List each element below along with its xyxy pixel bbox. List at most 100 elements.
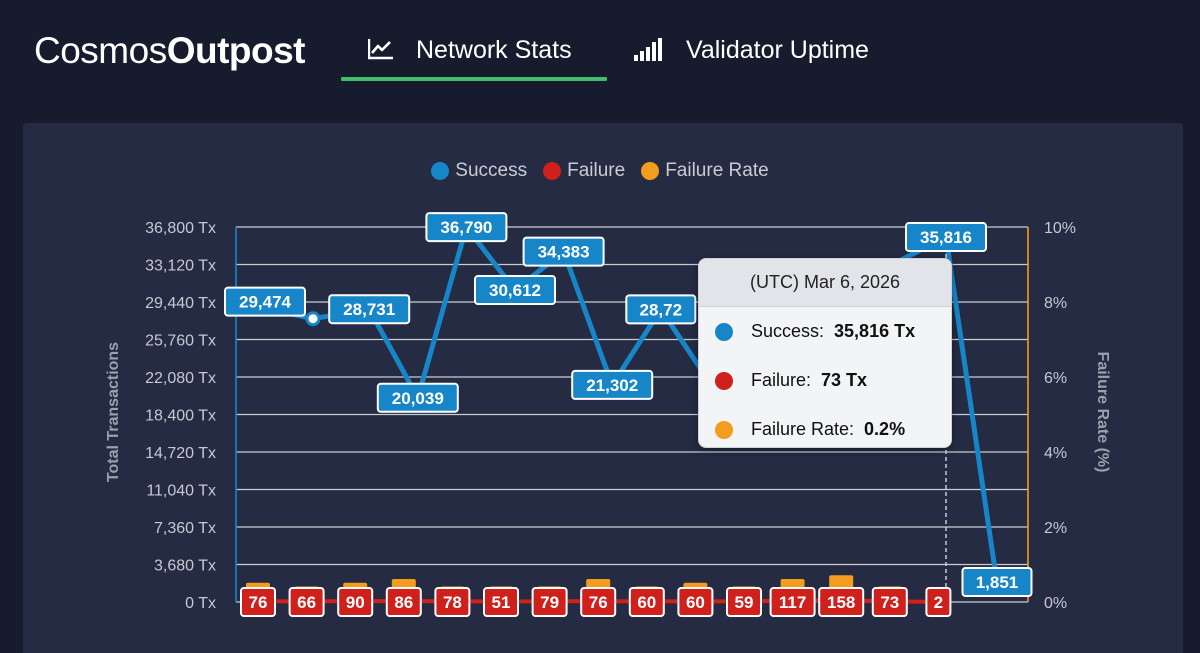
legend-success-marker — [431, 162, 450, 180]
tooltip-rate-marker — [715, 420, 733, 439]
failure-data-label: 158 — [818, 587, 865, 617]
success-label-text: 21,302 — [586, 376, 638, 395]
failure-data-label: 60 — [628, 587, 665, 617]
left-tick-label: 11,040 Tx — [146, 483, 216, 500]
failure-label-text: 51 — [492, 593, 511, 612]
success-label-text: 36,790 — [440, 218, 492, 237]
failure-label-text: 78 — [443, 593, 462, 612]
right-tick-label: 8% — [1044, 295, 1067, 312]
failure-label-text: 60 — [686, 593, 705, 612]
success-point-marker — [305, 311, 321, 327]
left-tick-label: 22,080 Tx — [145, 370, 216, 387]
success-label-text: 28,72 — [640, 300, 683, 319]
tooltip-success-row: Success: 35,816 Tx — [699, 307, 951, 356]
failure-label-text: 117 — [779, 593, 806, 612]
success-label-box — [425, 212, 508, 243]
failure-label-box — [925, 587, 952, 617]
data-tooltip: (UTC) Mar 6, 2026 Success: 35,816 Tx Fai… — [698, 258, 952, 448]
top-navigation: CosmosOutpost Network Stats Validator Up… — [0, 0, 1200, 112]
failure-data-label: 73 — [871, 587, 908, 617]
failure-label-box — [677, 587, 714, 617]
left-tick-label: 29,440 Tx — [145, 295, 216, 312]
failure-data-label: 76 — [580, 587, 617, 617]
tooltip-success-marker — [715, 322, 733, 341]
failure-data-label: 117 — [769, 587, 816, 617]
failure-data-label: 59 — [726, 587, 762, 617]
failure-label-text: 76 — [589, 593, 608, 612]
legend-success[interactable]: Success — [431, 160, 527, 182]
failure-label-text: 2 — [934, 593, 943, 612]
failure-label-box — [531, 587, 568, 617]
failure-data-label: 51 — [483, 587, 519, 617]
failure-data-label: 90 — [337, 587, 374, 617]
success-label-box — [376, 382, 459, 413]
failure-data-label: 60 — [677, 587, 714, 617]
failure-label-box — [726, 587, 762, 617]
legend-failure-rate-marker — [641, 162, 660, 180]
success-data-label: 30,612 — [474, 275, 556, 306]
success-label-box — [522, 236, 605, 267]
failure-label-text: 86 — [394, 593, 413, 612]
left-tick-label: 33,120 Tx — [145, 258, 216, 275]
success-label-text: 30,612 — [489, 281, 541, 300]
success-data-label: 36,790 — [425, 212, 508, 243]
tooltip-failure-marker — [715, 371, 733, 390]
legend-failure-marker — [543, 162, 562, 180]
failure-data-label: 79 — [531, 587, 568, 617]
success-label-box — [224, 286, 306, 317]
chart-legend: Success Failure Failure Rate — [0, 160, 1200, 182]
failure-data-label: 86 — [385, 587, 422, 617]
tooltip-success-value: 35,816 Tx — [834, 321, 916, 341]
failure-data-label: 76 — [240, 587, 276, 617]
failure-label-box — [288, 587, 325, 617]
failure-label-text: 158 — [827, 593, 855, 612]
success-label-box — [328, 294, 411, 325]
legend-failure-rate[interactable]: Failure Rate — [641, 160, 769, 182]
failure-label-box — [337, 587, 374, 617]
success-label-text: 29,474 — [239, 293, 292, 312]
success-label-box — [961, 567, 1033, 597]
tooltip-title: (UTC) Mar 6, 2026 — [699, 259, 951, 307]
failure-label-box — [769, 587, 816, 617]
success-data-label: 28,731 — [328, 294, 411, 325]
brand-logo[interactable]: CosmosOutpost — [34, 30, 306, 72]
right-axis-title: Failure Rate (%) — [1094, 352, 1111, 473]
failure-label-text: 79 — [540, 593, 559, 612]
success-data-label: 34,383 — [522, 236, 605, 267]
legend-failure[interactable]: Failure — [543, 160, 625, 182]
failure-label-text: 60 — [637, 593, 656, 612]
left-axis-title: Total Transactions — [105, 342, 122, 482]
failure-label-box — [434, 587, 471, 617]
failure-data-label: 2 — [925, 587, 952, 617]
right-tick-label: 4% — [1044, 445, 1067, 462]
success-data-label: 28,72 — [625, 294, 697, 325]
failure-label-text: 59 — [735, 593, 754, 612]
failure-label-text: 73 — [880, 593, 899, 612]
success-label-text: 34,383 — [538, 243, 590, 262]
failure-label-box — [240, 587, 276, 617]
left-tick-label: 36,800 Tx — [145, 220, 216, 237]
tooltip-success-label: Success: — [751, 321, 825, 341]
success-data-label: 1,851 — [961, 567, 1033, 597]
failure-label-box — [580, 587, 617, 617]
success-label-text: 1,851 — [976, 573, 1019, 592]
failure-label-box — [871, 587, 908, 617]
success-label-text: 28,731 — [343, 300, 395, 319]
tooltip-rate-row: Failure Rate: 0.2% — [699, 405, 951, 454]
axis-titles: Total Transactions Failure Rate (%) — [105, 342, 1111, 482]
line-chart-icon — [367, 38, 394, 67]
success-data-label: 21,302 — [571, 369, 654, 400]
tab-validator-uptime[interactable]: Validator Uptime — [634, 36, 869, 82]
failure-label-text: 90 — [346, 593, 365, 612]
tab-network-stats[interactable]: Network Stats — [367, 36, 572, 82]
brand-name-bold: Outpost — [166, 30, 306, 71]
success-data-label: 20,039 — [376, 382, 459, 413]
tooltip-rate-label: Failure Rate: — [751, 419, 855, 439]
tooltip-failure-row: Failure: 73 Tx — [699, 356, 951, 405]
failure-label-text: 76 — [249, 593, 268, 612]
signal-bars-icon — [634, 38, 664, 69]
failure-label-box — [818, 587, 865, 617]
failure-label-box — [385, 587, 422, 617]
chart-axes: 0 Tx 3,680 Tx 7,360 Tx 11,040 Tx 14,720 Tx 18… — [145, 220, 1076, 612]
